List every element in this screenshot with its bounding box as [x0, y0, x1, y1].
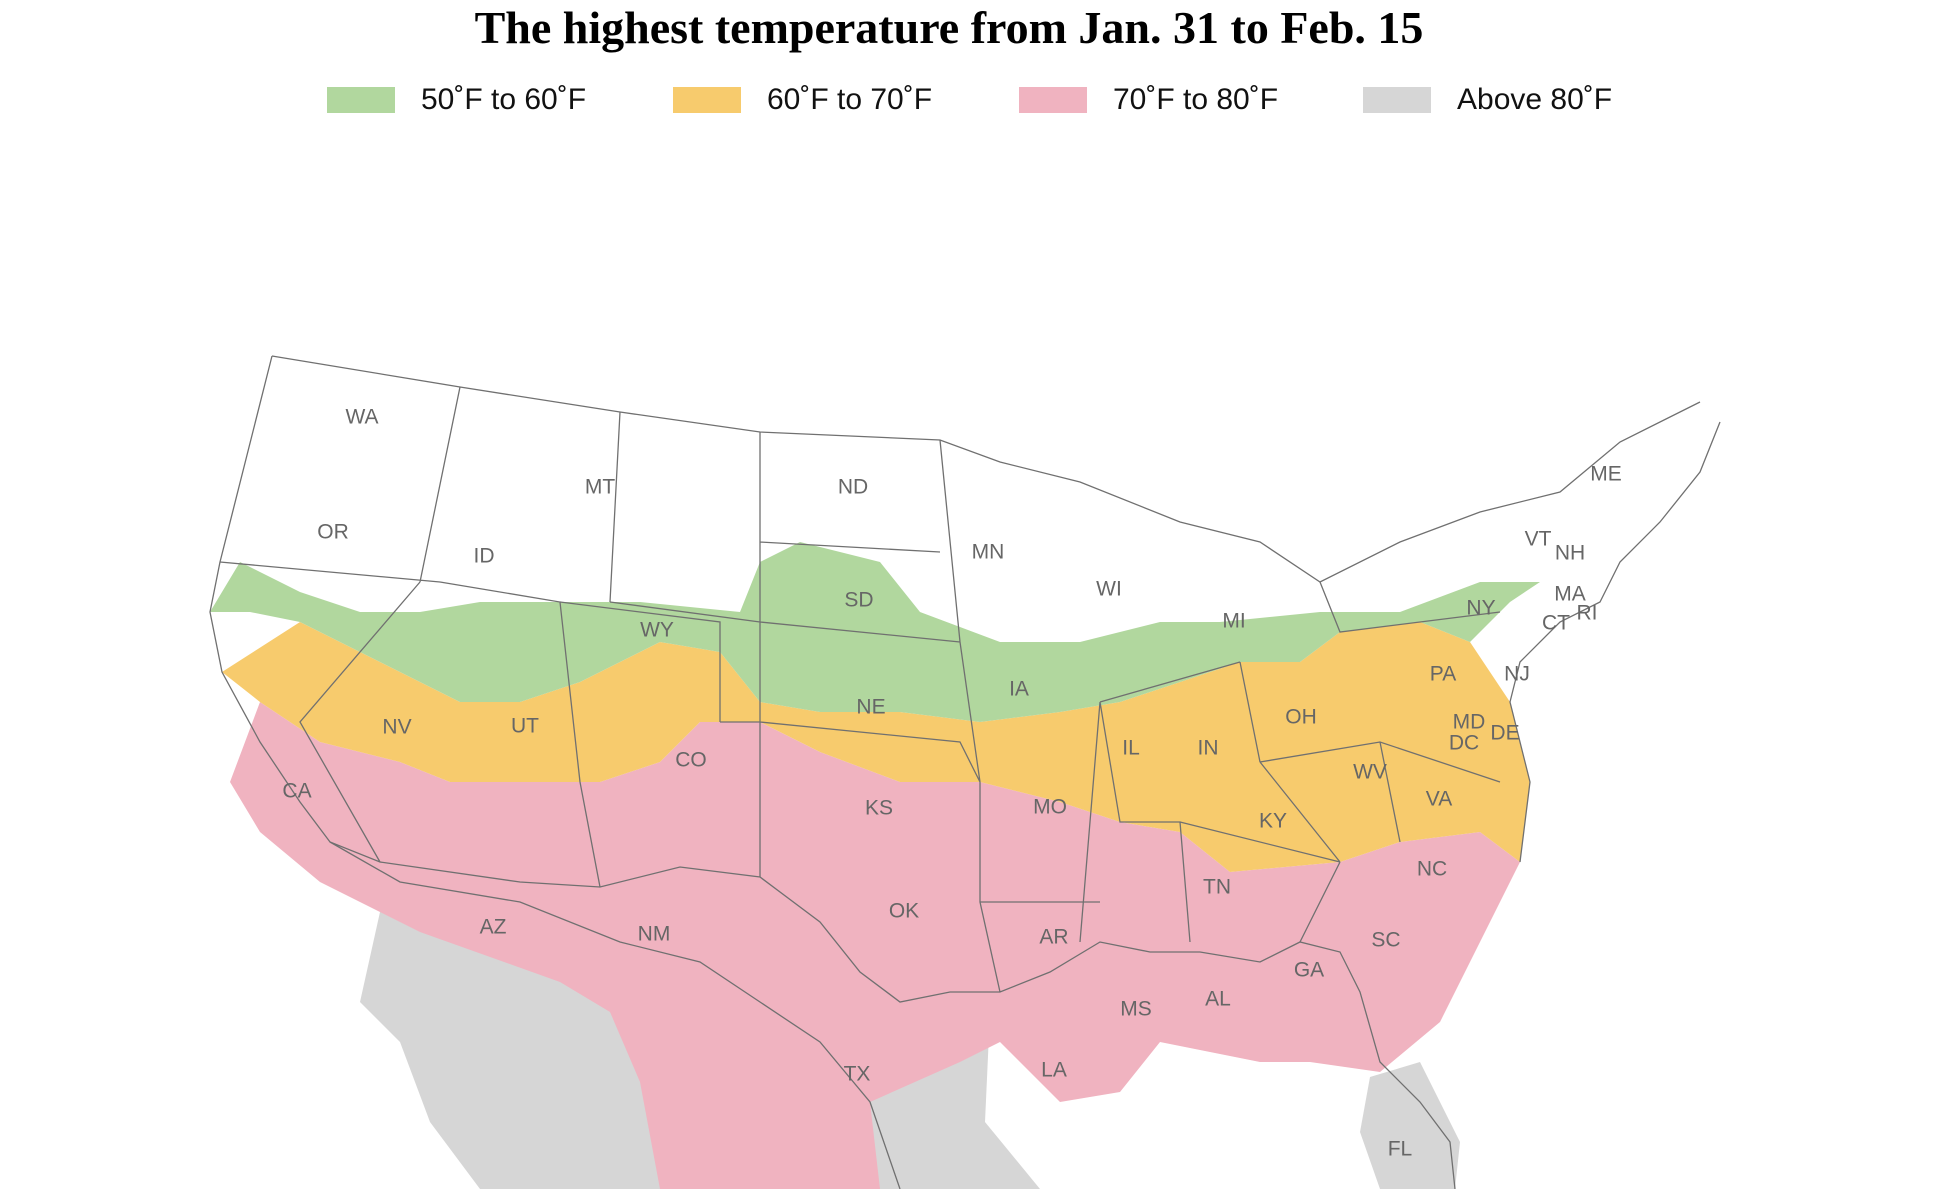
state-label-ma: MA: [1554, 583, 1586, 606]
state-label-oh: OH: [1285, 706, 1317, 729]
state-label-ms: MS: [1120, 998, 1152, 1021]
state-label-ri: RI: [1577, 602, 1598, 625]
band-60-70: [222, 622, 1530, 872]
legend-item-above-80: Above 80˚F: [1363, 80, 1612, 120]
state-label-wi: WI: [1096, 578, 1122, 601]
west-states-lines: [219, 386, 1501, 993]
band-above-80-florida: [1360, 1062, 1460, 1189]
legend-swatch-above-80: [1363, 87, 1431, 113]
legend-item-70-80: 70˚F to 80˚F: [1019, 80, 1278, 120]
state-labels: WA OR CA NV ID MT WY UT CO AZ NM ND SD N…: [282, 406, 1621, 1161]
state-label-la: LA: [1041, 1059, 1067, 1082]
temperature-map: WA OR CA NV ID MT WY UT CO AZ NM ND SD N…: [209, 355, 1721, 1189]
us-outline: [209, 355, 1456, 1189]
state-label-ut: UT: [511, 715, 539, 738]
state-label-nd: ND: [838, 476, 868, 499]
state-label-ky: KY: [1259, 810, 1287, 833]
state-label-id: ID: [474, 545, 495, 568]
state-label-dc: DC: [1449, 732, 1479, 755]
state-label-ks: KS: [865, 797, 893, 820]
temperature-bands: [210, 542, 1540, 1189]
legend-label-above-80: Above 80˚F: [1457, 83, 1613, 116]
legend-swatch-70-80: [1019, 87, 1087, 113]
state-label-mo: MO: [1033, 796, 1067, 819]
state-label-ct: CT: [1542, 612, 1570, 635]
state-label-ia: IA: [1009, 678, 1029, 701]
state-label-nh: NH: [1555, 542, 1585, 565]
state-label-wy: WY: [640, 619, 674, 642]
state-label-wa: WA: [345, 406, 378, 429]
state-label-tn: TN: [1203, 876, 1231, 899]
state-label-al: AL: [1205, 988, 1231, 1011]
east-coast: [1509, 421, 1721, 863]
state-label-wv: WV: [1353, 761, 1387, 784]
state-label-mi: MI: [1222, 610, 1245, 633]
map-title: The highest temperature from Jan. 31 to …: [474, 2, 1424, 53]
state-label-ok: OK: [889, 900, 919, 923]
state-label-ca: CA: [282, 780, 311, 803]
legend-swatch-50-60: [327, 87, 395, 113]
state-label-in: IN: [1198, 737, 1219, 760]
state-label-il: IL: [1122, 737, 1140, 760]
legend-item-60-70: 60˚F to 70˚F: [673, 80, 932, 120]
state-label-nj: NJ: [1504, 663, 1530, 686]
mexico-border: [329, 841, 901, 1189]
state-label-nm: NM: [638, 923, 671, 946]
state-label-sd: SD: [844, 589, 873, 612]
state-label-co: CO: [675, 749, 707, 772]
state-label-va: VA: [1426, 788, 1452, 811]
state-label-ny: NY: [1466, 597, 1495, 620]
state-label-ne: NE: [856, 696, 885, 719]
state-label-sc: SC: [1371, 929, 1400, 952]
state-label-ga: GA: [1294, 959, 1324, 982]
state-label-pa: PA: [1430, 663, 1456, 686]
state-label-az: AZ: [480, 916, 507, 939]
state-label-or: OR: [317, 521, 349, 544]
state-label-ar: AR: [1039, 926, 1068, 949]
state-label-nc: NC: [1417, 858, 1447, 881]
state-label-tx: TX: [844, 1063, 871, 1086]
legend: 50˚F to 60˚F 60˚F to 70˚F 70˚F to 80˚F A…: [0, 80, 1957, 120]
state-label-mn: MN: [972, 541, 1005, 564]
band-70-80: [230, 702, 1520, 1189]
legend-swatch-60-70: [673, 87, 741, 113]
legend-label-50-60: 50˚F to 60˚F: [421, 83, 587, 116]
state-boundaries: [209, 355, 1721, 1189]
state-label-mt: MT: [585, 476, 615, 499]
state-label-vt: VT: [1525, 528, 1552, 551]
state-label-md: MD: [1453, 711, 1486, 734]
legend-label-70-80: 70˚F to 80˚F: [1113, 83, 1279, 116]
band-50-60: [210, 542, 1540, 722]
state-label-me: ME: [1590, 463, 1622, 486]
canada-border: [271, 355, 1701, 583]
legend-item-50-60: 50˚F to 60˚F: [327, 80, 586, 120]
state-label-fl: FL: [1388, 1138, 1413, 1161]
state-label-nv: NV: [382, 716, 411, 739]
state-label-de: DE: [1490, 722, 1519, 745]
legend-label-60-70: 60˚F to 70˚F: [767, 83, 933, 116]
